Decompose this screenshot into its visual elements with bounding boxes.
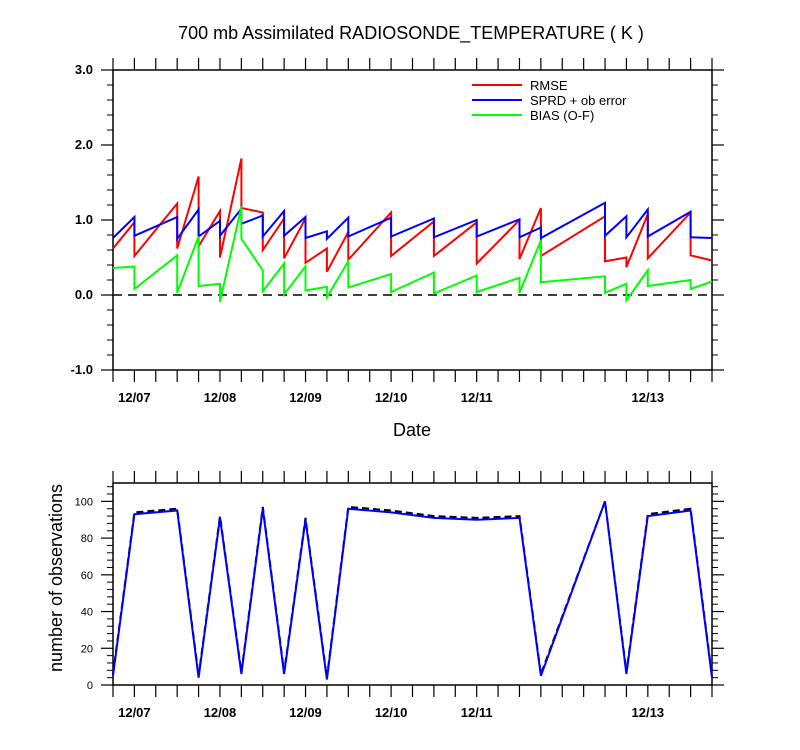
x-tick-label: 12/11 <box>461 390 493 405</box>
x-tick-label: 12/09 <box>289 390 322 405</box>
y-tick-label: 2.0 <box>75 137 93 152</box>
y-tick-label: 3.0 <box>75 62 93 77</box>
top-axis-ticks: -1.0 0.0 1.0 2.0 3.0 12/07 12/08 12/09 12/10 12/1… <box>71 58 724 405</box>
y-tick-label: 80 <box>81 533 93 545</box>
legend-label: RMSE <box>530 78 568 93</box>
y-tick-label: 1.0 <box>75 212 93 227</box>
x-tick-label: 12/09 <box>289 705 322 720</box>
x-tick-label: 12/13 <box>632 390 665 405</box>
bottom-series-group <box>112 501 713 680</box>
y-tick-label: 0.0 <box>75 287 93 302</box>
chart-title: 700 mb Assimilated RADIOSONDE_TEMPERATUR… <box>178 23 644 44</box>
x-tick-label: 12/08 <box>204 390 237 405</box>
series-line-sprd-ob-error <box>112 201 713 242</box>
x-tick-label: 12/11 <box>461 705 493 720</box>
top-series-group <box>112 158 713 304</box>
x-tick-label: 12/10 <box>375 705 408 720</box>
legend-label: SPRD + ob error <box>530 93 627 108</box>
x-tick-label: 12/08 <box>204 705 237 720</box>
x-tick-label: 12/07 <box>118 390 151 405</box>
series-line-observations-used <box>112 501 713 680</box>
series-line-rmse <box>112 158 713 273</box>
x-tick-label: 12/10 <box>375 390 408 405</box>
y-tick-label: 60 <box>81 570 93 582</box>
series-line-bias-o-f <box>112 206 713 304</box>
x-tick-label: 12/07 <box>118 705 151 720</box>
y-tick-label: 100 <box>75 496 93 508</box>
y-tick-label: 0 <box>87 680 93 692</box>
y-axis-label: number of observations <box>46 484 66 672</box>
x-tick-label: 12/13 <box>632 705 665 720</box>
y-tick-label: -1.0 <box>71 362 93 377</box>
top-chart: 700 mb Assimilated RADIOSONDE_TEMPERATUR… <box>71 23 724 440</box>
y-tick-label: 20 <box>81 643 93 655</box>
bottom-chart: 0 20 40 60 80 100 12/07 12/08 12/09 12/10 12/11 12/… <box>46 471 724 720</box>
legend-label: BIAS (O-F) <box>530 108 594 123</box>
bottom-axis-ticks: 0 20 40 60 80 100 12/07 12/08 12/09 12/10 12/11 12/… <box>75 471 724 720</box>
x-axis-label: Date <box>393 420 431 440</box>
y-tick-label: 40 <box>81 607 93 619</box>
